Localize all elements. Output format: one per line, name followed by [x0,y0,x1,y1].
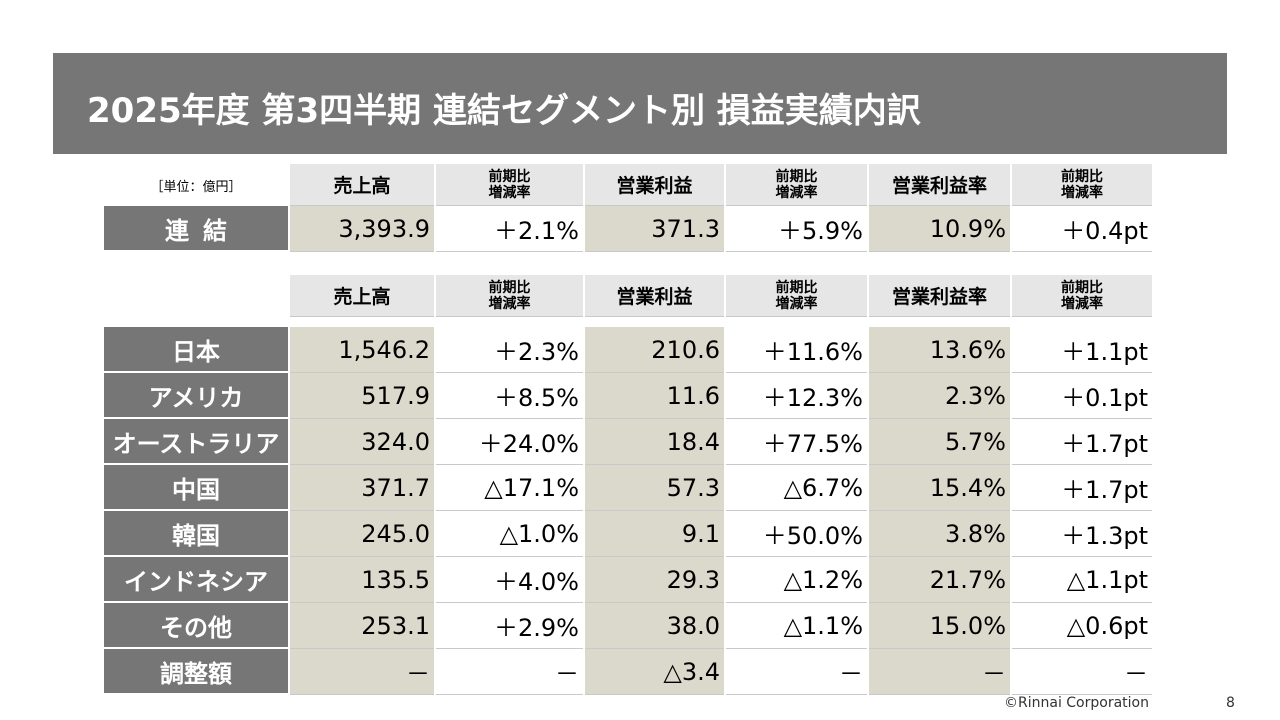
row-label: 調整額 [104,649,288,695]
cell-op-margin-yoy: ＋0.4pt [1012,206,1152,252]
cell-op-profit-yoy: △1.2% [726,557,867,603]
segment-table: 売上高 前期比 増減率 営業利益 前期比 増減率 営業利益率 前期比 増減率 日本 1,… [104,275,1152,695]
cell-op-margin-yoy: ＋1.7pt [1012,465,1152,511]
copyright: ©Rinnai Corporation [1004,695,1149,711]
header-yoy-line2: 増減率 [775,295,818,312]
unit-label: ［単位：億円］ [150,179,242,195]
row-label: 中国 [104,465,288,511]
cell-sales-yoy: △1.0% [436,511,583,557]
cell-sales-yoy: ＋4.0% [436,557,583,603]
cell-sales-yoy: ＋2.1% [436,206,583,252]
header-yoy-line2: 増減率 [488,184,531,201]
cell-sales-yoy: ＋24.0% [436,419,583,465]
header-yoy-line2: 増減率 [1061,295,1103,312]
cell-op-margin: 3.8% [869,511,1010,557]
cell-sales: － [290,649,434,695]
header-yoy-line1: 前期比 [775,279,818,296]
cell-op-profit: 18.4 [585,419,724,465]
cell-op-margin-yoy: ＋1.3pt [1012,511,1152,557]
header-yoy-line1: 前期比 [1061,168,1103,185]
header-op-profit: 営業利益 [585,164,724,206]
cell-sales-yoy: ＋2.3% [436,327,583,373]
header-sales: 売上高 [290,275,434,317]
header-op-profit: 営業利益 [585,275,724,317]
cell-op-margin: － [869,649,1010,695]
cell-op-margin-yoy: △0.6pt [1012,603,1152,649]
cell-op-margin: 2.3% [869,373,1010,419]
header-op-profit-yoy: 前期比 増減率 [726,275,867,317]
header-op-profit-yoy: 前期比 増減率 [726,164,867,206]
cell-sales-yoy: － [436,649,583,695]
header-yoy-line2: 増減率 [1061,184,1103,201]
header-blank [104,275,288,317]
title-bar: 2025年度 第3四半期 連結セグメント別 損益実績内訳 [53,53,1227,154]
cell-op-margin: 15.0% [869,603,1010,649]
row-label: オーストラリア [104,419,288,465]
row-label: その他 [104,603,288,649]
header-yoy-line1: 前期比 [488,168,531,185]
page-number: 8 [1226,695,1235,711]
header-op-margin: 営業利益率 [869,164,1010,206]
cell-op-margin-yoy: ＋1.1pt [1012,327,1152,373]
cell-op-profit: 29.3 [585,557,724,603]
cell-sales: 245.0 [290,511,434,557]
cell-op-profit: △3.4 [585,649,724,695]
cell-sales-yoy: ＋2.9% [436,603,583,649]
page-title: 2025年度 第3四半期 連結セグメント別 損益実績内訳 [87,91,921,131]
cell-sales-yoy: ＋8.5% [436,373,583,419]
header-sales-yoy: 前期比 増減率 [436,275,583,317]
cell-op-margin: 5.7% [869,419,1010,465]
cell-sales-yoy: △17.1% [436,465,583,511]
cell-sales: 135.5 [290,557,434,603]
cell-sales: 371.7 [290,465,434,511]
cell-sales: 3,393.9 [290,206,434,252]
header-sales-yoy: 前期比 増減率 [436,164,583,206]
cell-op-margin: 10.9% [869,206,1010,252]
cell-sales: 1,546.2 [290,327,434,373]
cell-op-profit-yoy: ＋77.5% [726,419,867,465]
cell-op-margin-yoy: ＋0.1pt [1012,373,1152,419]
cell-op-margin: 13.6% [869,327,1010,373]
cell-op-profit-yoy: ＋11.6% [726,327,867,373]
cell-op-profit-yoy: ＋12.3% [726,373,867,419]
cell-op-margin-yoy: △1.1pt [1012,557,1152,603]
row-label: アメリカ [104,373,288,419]
header-yoy-line2: 増減率 [775,184,818,201]
row-label: インドネシア [104,557,288,603]
header-op-margin-yoy: 前期比 増減率 [1012,164,1152,206]
cell-op-profit: 371.3 [585,206,724,252]
cell-sales: 324.0 [290,419,434,465]
row-label: 韓国 [104,511,288,557]
cell-op-profit: 210.6 [585,327,724,373]
cell-op-profit-yoy: － [726,649,867,695]
cell-sales: 517.9 [290,373,434,419]
cell-op-profit-yoy: ＋5.9% [726,206,867,252]
cell-op-margin: 15.4% [869,465,1010,511]
cell-op-profit-yoy: △1.1% [726,603,867,649]
cell-op-profit-yoy: ＋50.0% [726,511,867,557]
header-yoy-line1: 前期比 [775,168,818,185]
header-yoy-line2: 増減率 [488,295,531,312]
row-label: 連結 [104,206,288,252]
consolidated-table: ［単位：億円］ 売上高 前期比 増減率 営業利益 前期比 増減率 営業利益率 前期比… [104,164,1152,252]
cell-op-profit-yoy: △6.7% [726,465,867,511]
cell-op-margin: 21.7% [869,557,1010,603]
header-op-margin: 営業利益率 [869,275,1010,317]
header-yoy-line1: 前期比 [1061,279,1103,296]
header-yoy-line1: 前期比 [488,279,531,296]
header-sales: 売上高 [290,164,434,206]
cell-op-profit: 9.1 [585,511,724,557]
cell-op-profit: 57.3 [585,465,724,511]
header-op-margin-yoy: 前期比 増減率 [1012,275,1152,317]
cell-op-profit: 38.0 [585,603,724,649]
cell-op-margin-yoy: － [1012,649,1152,695]
row-label: 日本 [104,327,288,373]
cell-op-margin-yoy: ＋1.7pt [1012,419,1152,465]
cell-op-profit: 11.6 [585,373,724,419]
cell-sales: 253.1 [290,603,434,649]
